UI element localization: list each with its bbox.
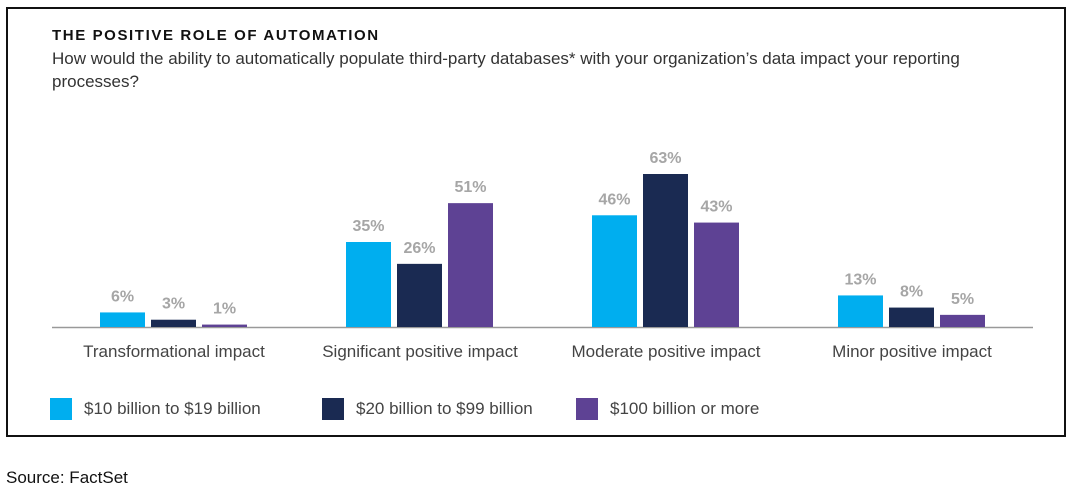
bar — [694, 222, 739, 327]
legend-label: $100 billion or more — [610, 399, 760, 418]
legend-label: $20 billion to $99 billion — [356, 399, 533, 418]
legend-item: $100 billion or more — [576, 398, 759, 420]
data-label: 6% — [111, 288, 134, 305]
data-label: 13% — [844, 271, 876, 288]
category-label: Minor positive impact — [832, 342, 992, 361]
legend-swatch — [576, 398, 598, 420]
source-note: Source: FactSet — [6, 468, 128, 487]
data-label: 51% — [454, 179, 486, 196]
chart-title: THE POSITIVE ROLE OF AUTOMATION — [52, 27, 380, 44]
bar — [592, 215, 637, 327]
data-label: 26% — [403, 240, 435, 257]
data-label: 43% — [700, 199, 732, 216]
data-label: 63% — [649, 150, 681, 167]
legend-label: $10 billion to $19 billion — [84, 399, 261, 418]
category-label: Transformational impact — [83, 342, 265, 361]
bar — [100, 312, 145, 327]
bar — [202, 324, 247, 327]
chart-subtitle: How would the ability to automatically p… — [52, 49, 960, 91]
category-label: Moderate positive impact — [572, 342, 761, 361]
data-label: 1% — [213, 301, 236, 318]
bar — [151, 319, 196, 327]
bar — [346, 242, 391, 327]
category-label: Significant positive impact — [322, 342, 518, 361]
legend-swatch — [322, 398, 344, 420]
data-label: 35% — [352, 218, 384, 235]
bar — [940, 314, 985, 327]
chart-frame — [6, 7, 1066, 437]
data-label: 8% — [900, 284, 923, 301]
bar — [838, 295, 883, 327]
data-label: 46% — [598, 191, 630, 208]
data-label: 5% — [951, 291, 974, 308]
bar — [397, 263, 442, 327]
bar — [448, 203, 493, 327]
data-label: 3% — [162, 296, 185, 313]
legend-item: $10 billion to $19 billion — [50, 398, 261, 420]
bar — [643, 174, 688, 327]
bar — [889, 307, 934, 327]
legend-swatch — [50, 398, 72, 420]
legend-item: $20 billion to $99 billion — [322, 398, 533, 420]
